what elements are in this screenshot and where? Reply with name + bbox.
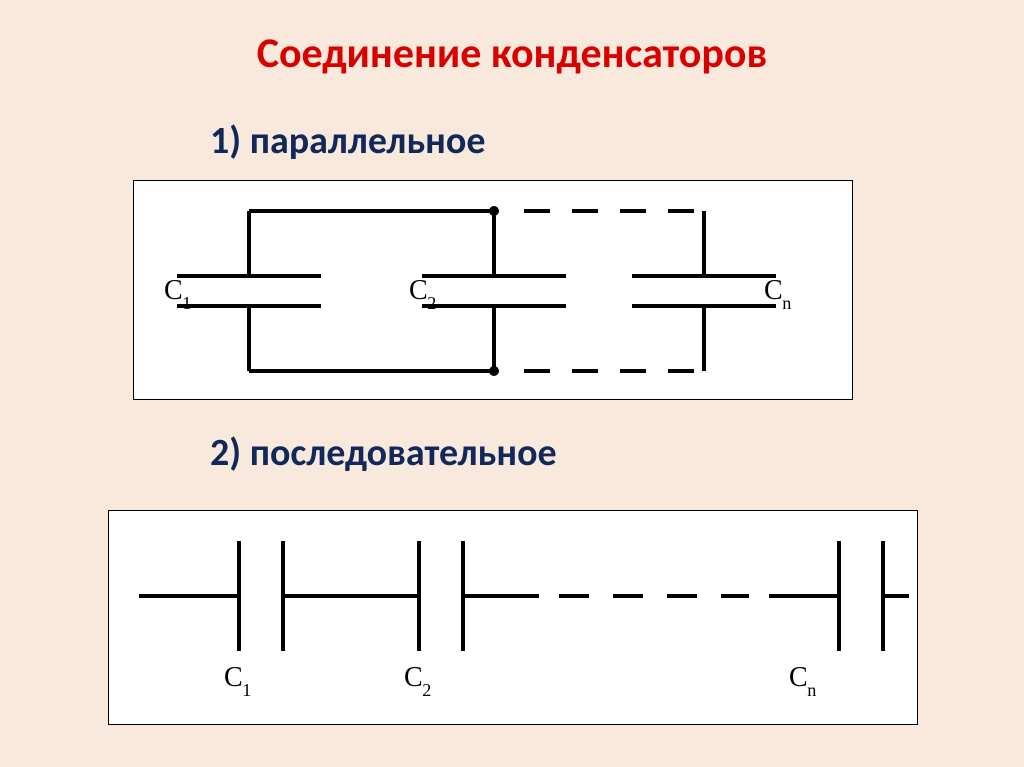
diagram-parallel-box: C1C2Cn bbox=[133, 180, 853, 400]
svg-text:2: 2 bbox=[427, 293, 436, 313]
svg-text:2: 2 bbox=[422, 680, 431, 700]
diagram-series-svg: C1C2Cn bbox=[109, 511, 919, 726]
slide-title: Соединение конденсаторов bbox=[0, 28, 1024, 79]
diagram-series-box: C1C2Cn bbox=[108, 510, 918, 725]
svg-text:n: n bbox=[782, 293, 791, 313]
svg-text:n: n bbox=[807, 680, 816, 700]
svg-text:1: 1 bbox=[182, 293, 191, 313]
subtitle-series: 2) последовательное bbox=[210, 430, 557, 476]
svg-text:C: C bbox=[409, 275, 428, 306]
subtitle-parallel: 1) параллельное bbox=[210, 118, 485, 164]
svg-text:C: C bbox=[764, 275, 783, 306]
svg-text:1: 1 bbox=[242, 680, 251, 700]
svg-text:C: C bbox=[164, 275, 183, 306]
svg-text:C: C bbox=[789, 662, 808, 693]
svg-text:C: C bbox=[224, 662, 243, 693]
svg-text:C: C bbox=[404, 662, 423, 693]
slide: Соединение конденсаторов 1) параллельное… bbox=[0, 0, 1024, 767]
diagram-parallel-svg: C1C2Cn bbox=[134, 181, 854, 401]
